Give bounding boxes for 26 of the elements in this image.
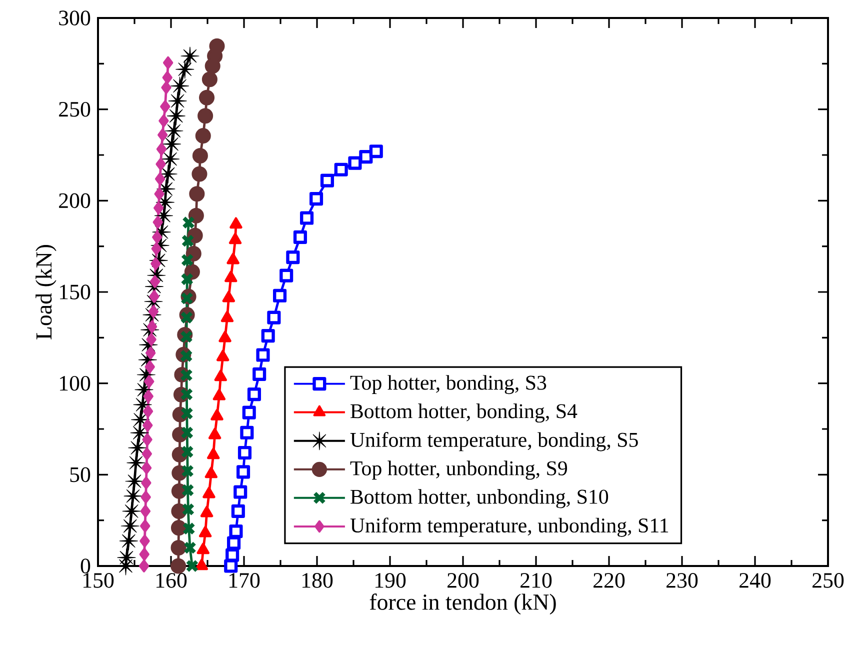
y-tick-label: 150 [60, 284, 90, 300]
y-axis-title: Load (kN) [36, 244, 56, 340]
legend-label: Bottom hotter, unbonding, S10 [350, 489, 608, 508]
legend-label: Top hotter, bonding, S3 [350, 375, 546, 394]
y-tick-label: 250 [59, 102, 90, 117]
y-tick-label: 200 [59, 193, 90, 208]
x-tick-label: 170 [230, 573, 260, 588]
x-tick-label: 210 [520, 573, 552, 588]
y-tick-label: 0 [80, 558, 90, 574]
x-tick-label: 190 [376, 573, 406, 588]
legend-label: Uniform temperature, bonding, S5 [350, 432, 638, 452]
legend-label: Uniform temperature, unbonding, S11 [350, 518, 668, 537]
y-tick-label: 100 [60, 376, 90, 391]
y-tick-label: 300 [59, 10, 90, 26]
x-tick-label: 220 [594, 573, 625, 588]
x-tick-label: 200 [448, 573, 479, 588]
x-tick-label: 150 [84, 573, 114, 588]
y-tick-label: 50 [70, 467, 90, 482]
x-tick-label: 180 [302, 573, 333, 588]
x-axis-title: force in tendon (kN) [370, 594, 556, 615]
x-tick-label: 240 [740, 573, 771, 588]
legend-label: Bottom hotter, bonding, S4 [350, 404, 578, 423]
x-tick-label: 250 [812, 573, 844, 588]
x-tick-label: 160 [156, 573, 187, 588]
legend-label: Top hotter, unbonding, S9 [350, 460, 568, 480]
x-tick-label: 230 [666, 573, 698, 588]
